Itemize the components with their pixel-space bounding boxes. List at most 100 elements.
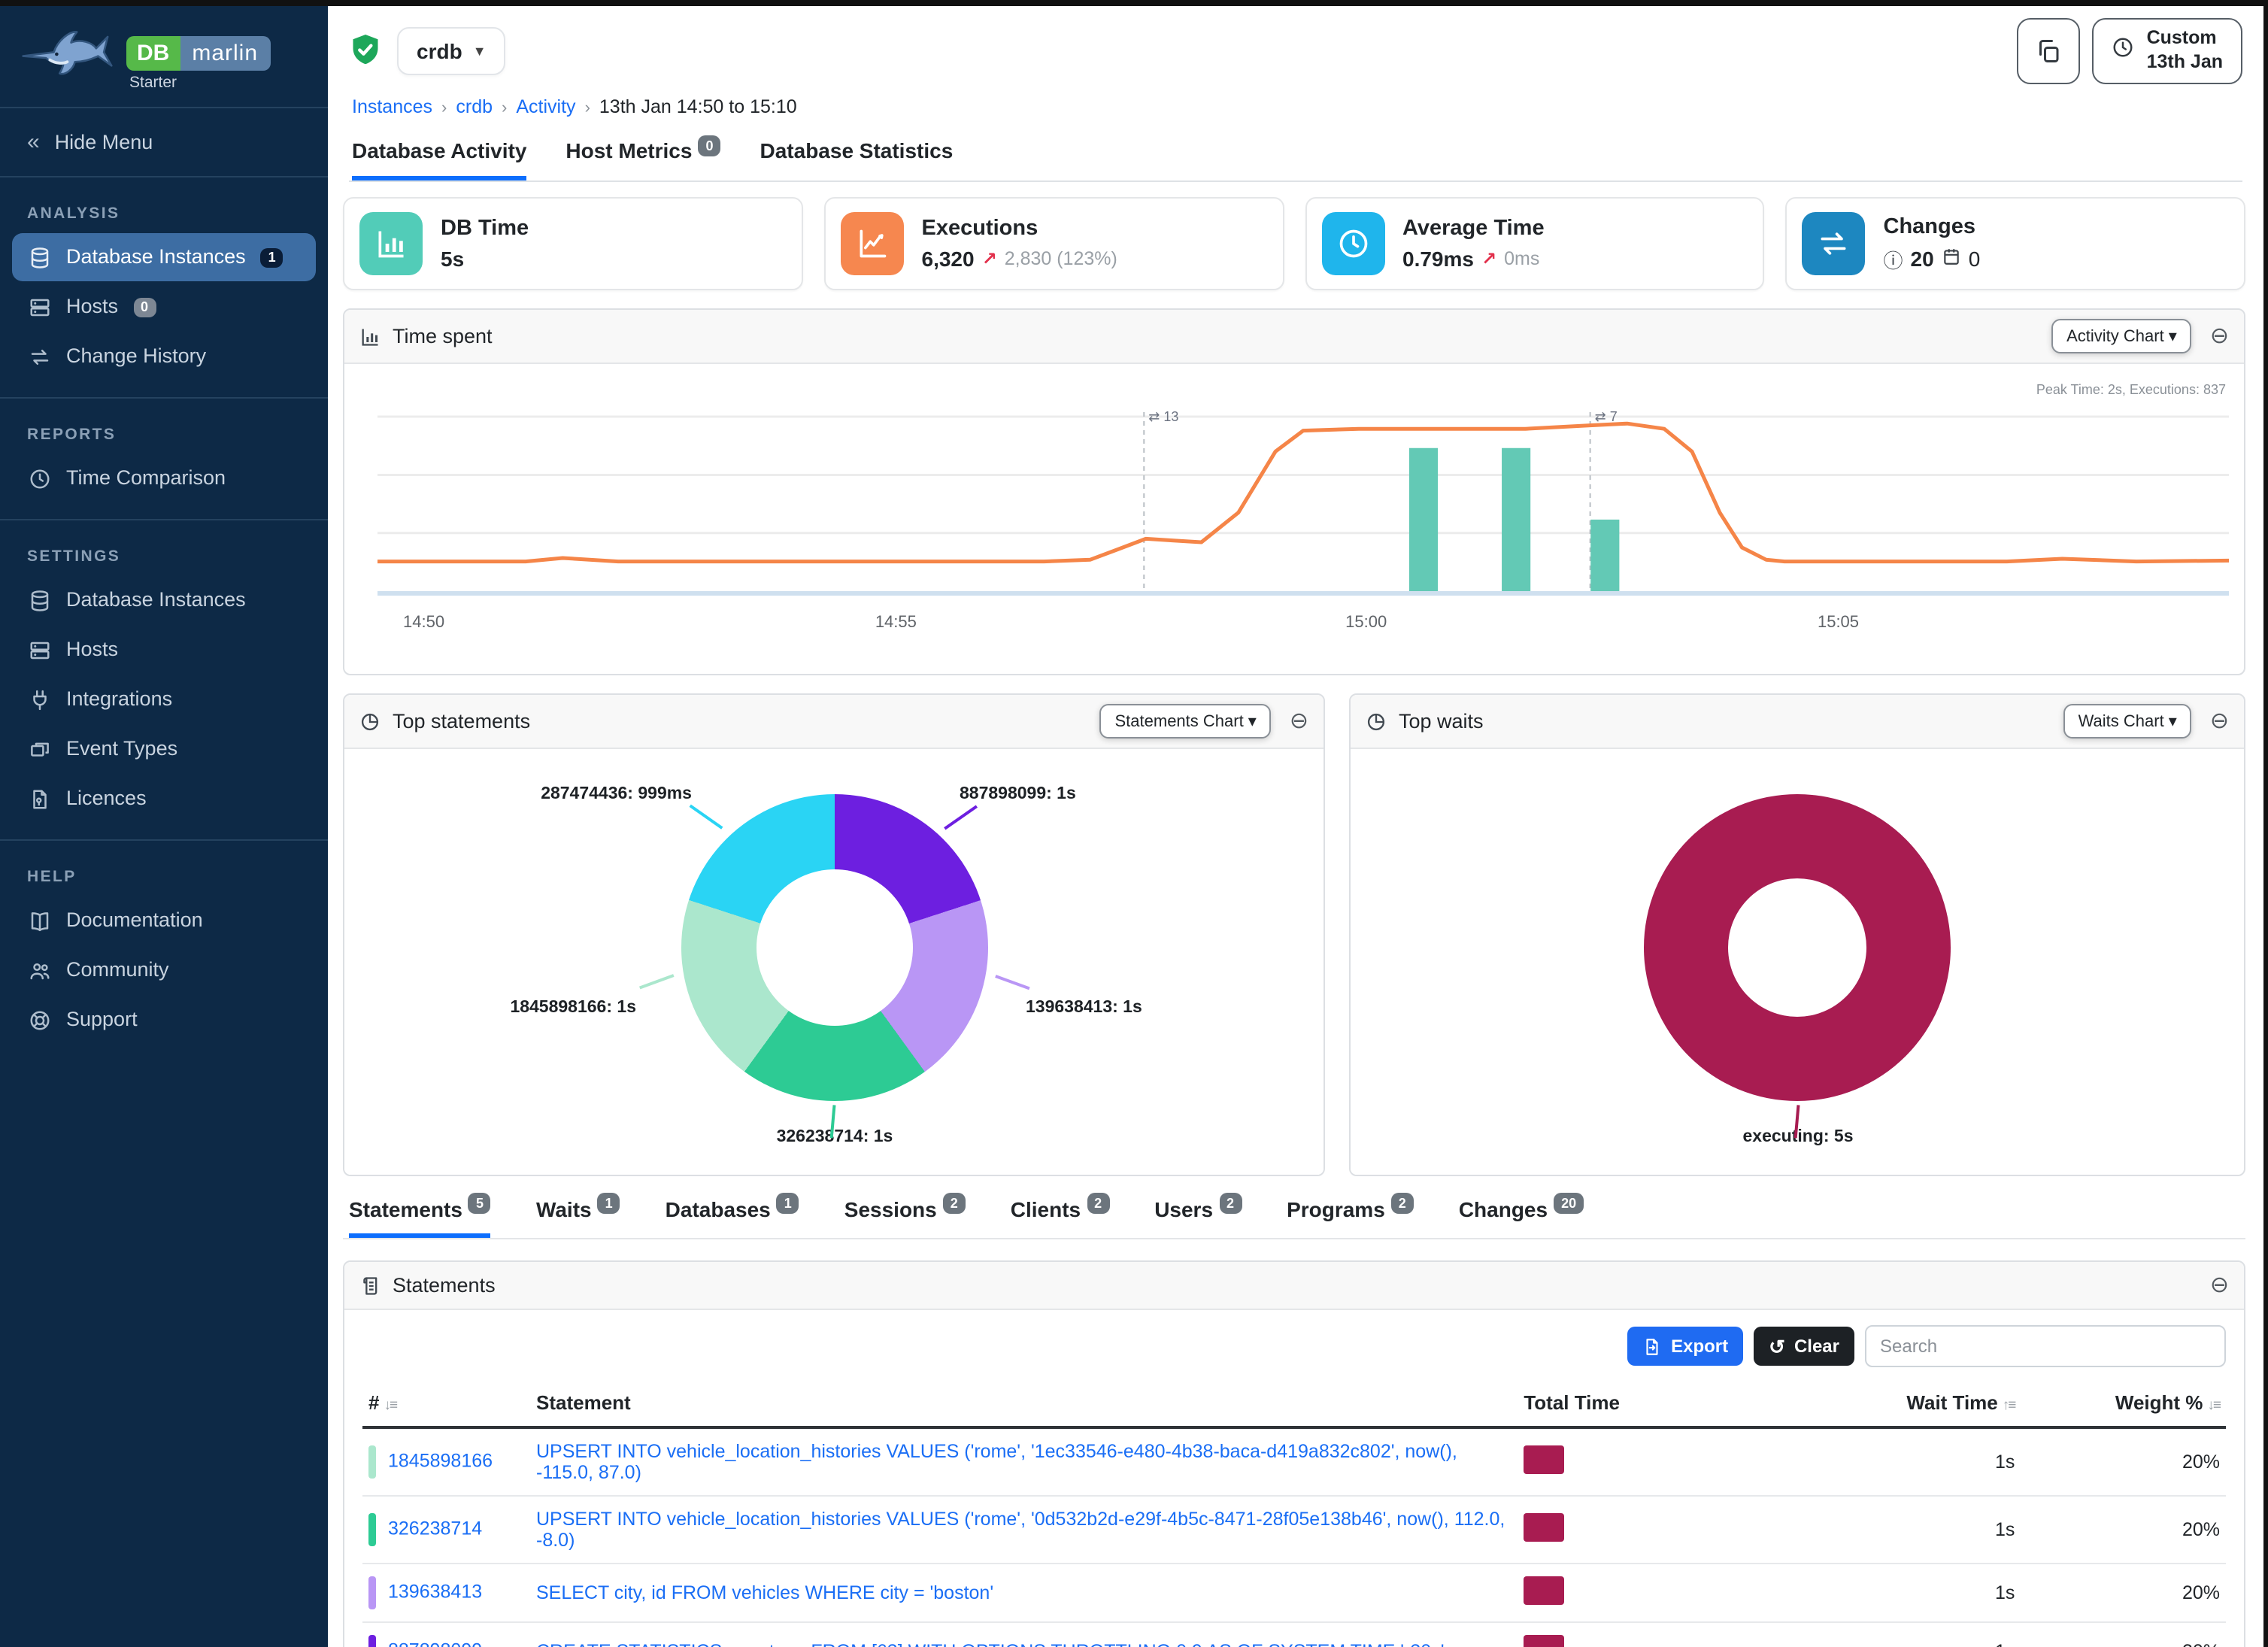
sidebar-item-database-instances[interactable]: Database Instances 1 bbox=[12, 233, 316, 281]
copy-icon bbox=[2039, 40, 2060, 62]
collapse-icon[interactable]: ⊖ bbox=[2209, 1272, 2229, 1298]
database-icon bbox=[27, 588, 51, 612]
swap-icon bbox=[1802, 212, 1866, 275]
instance-name: crdb bbox=[417, 39, 462, 63]
time-range-button[interactable]: Custom 13th Jan bbox=[2092, 18, 2242, 84]
sidebar-item-community[interactable]: Community bbox=[12, 946, 316, 994]
breadcrumb-crdb[interactable]: crdb bbox=[456, 96, 493, 117]
column-header-statement[interactable]: Statement bbox=[530, 1382, 1518, 1429]
metric-cards: DB Time 5s Executions 6,320 ↗ 2,830 (123%) Ave… bbox=[343, 197, 2245, 290]
statement-text-link[interactable]: UPSERT INTO vehicle_location_histories V… bbox=[536, 1509, 1505, 1551]
waits-chart-select[interactable]: Waits Chart ▾ bbox=[2063, 704, 2192, 739]
sidebar-item-licences[interactable]: Licences bbox=[12, 775, 316, 823]
sidebar-item-label: Database Instances bbox=[66, 244, 246, 268]
change-event-marker[interactable]: ⇄ 13 bbox=[1148, 409, 1179, 424]
database-icon bbox=[27, 245, 51, 269]
tab-host-metrics[interactable]: Host Metrics 0 bbox=[565, 135, 721, 180]
donut-top-statements[interactable] bbox=[681, 794, 987, 1101]
breadcrumb-instances[interactable]: Instances bbox=[352, 96, 433, 117]
sidebar-item-label: Time Comparison bbox=[66, 466, 226, 489]
detail-tabs: Statements 5 Waits 1 Databases 1 Sessions 2 Clie… bbox=[343, 1176, 2245, 1239]
card-value: 5s bbox=[441, 247, 529, 271]
support-icon bbox=[27, 1008, 51, 1032]
collapse-icon[interactable]: ⊖ bbox=[2209, 323, 2229, 349]
top-statements-chart[interactable]: 887898099: 1s 139638413: 1s 326238714: 1s 1… bbox=[344, 749, 1324, 1175]
card-main-value: 0.79ms bbox=[1402, 247, 1474, 271]
statement-text-link[interactable]: UPSERT INTO vehicle_location_histories V… bbox=[536, 1441, 1457, 1483]
sidebar-item-event-types[interactable]: Event Types bbox=[12, 725, 316, 773]
count-badge: 2 bbox=[1219, 1193, 1242, 1214]
top-waits-chart[interactable]: executing: 5s bbox=[1351, 749, 2244, 1175]
hide-menu-button[interactable]: « Hide Menu bbox=[12, 111, 316, 173]
collapse-icon[interactable]: ⊖ bbox=[1289, 708, 1308, 734]
wait-time-value: 1s bbox=[1778, 1427, 2021, 1497]
tab-database-statistics[interactable]: Database Statistics bbox=[760, 138, 954, 180]
time-chart-area[interactable]: Peak Time: 2s, Executions: 837 ⇄ 13 ⇄ 7 1… bbox=[344, 364, 2244, 674]
tab-changes[interactable]: Changes 20 bbox=[1458, 1193, 1584, 1238]
slice-label-287474436: 287474436: 999ms bbox=[541, 785, 692, 803]
sidebar-item-hosts[interactable]: Hosts 0 bbox=[12, 283, 316, 331]
top-statements-panel: Top statements Statements Chart ▾ ⊖ 8878… bbox=[343, 693, 1325, 1176]
sidebar-item-label: Support bbox=[66, 1007, 138, 1030]
column-header-[interactable]: # ↓≡ bbox=[362, 1382, 530, 1429]
statement-id-link[interactable]: 887898099 bbox=[388, 1640, 482, 1647]
column-header-total-time[interactable]: Total Time bbox=[1518, 1382, 1779, 1429]
time-spent-panel: Time spent Activity Chart ▾ ⊖ Peak Time:… bbox=[343, 308, 2245, 675]
sidebar-item-integrations[interactable]: Integrations bbox=[12, 675, 316, 723]
sidebar-item-label: Licences bbox=[66, 786, 147, 809]
tab-database-activity[interactable]: Database Activity bbox=[352, 138, 527, 180]
divider bbox=[0, 397, 328, 399]
x-tick-label: 14:55 bbox=[875, 614, 917, 632]
sidebar-item-documentation[interactable]: Documentation bbox=[12, 896, 316, 945]
tab-statements[interactable]: Statements 5 bbox=[349, 1193, 491, 1238]
change-event-marker[interactable]: ⇄ 7 bbox=[1594, 409, 1618, 424]
column-header-wait-time[interactable]: Wait Time ↑≡ bbox=[1778, 1382, 2021, 1429]
statements-chart-select[interactable]: Statements Chart ▾ bbox=[1099, 704, 1272, 739]
breadcrumb-separator: › bbox=[502, 99, 508, 117]
sidebar-item-support[interactable]: Support bbox=[12, 996, 316, 1044]
tab-programs[interactable]: Programs 2 bbox=[1287, 1193, 1414, 1238]
clear-button[interactable]: ↺ Clear bbox=[1754, 1327, 1854, 1366]
hide-menu-label: Hide Menu bbox=[54, 131, 153, 153]
x-tick-label: 14:50 bbox=[403, 614, 445, 632]
instance-selector[interactable]: crdb ▼ bbox=[397, 27, 506, 75]
collapse-icon[interactable]: ⊖ bbox=[2209, 708, 2229, 734]
tab-sessions[interactable]: Sessions 2 bbox=[844, 1193, 966, 1238]
total-time-bar bbox=[1524, 1576, 1565, 1605]
brand-logo: DB marlin bbox=[126, 36, 271, 71]
statement-text-link[interactable]: SELECT city, id FROM vehicles WHERE city… bbox=[536, 1582, 994, 1603]
export-button[interactable]: Export bbox=[1627, 1327, 1744, 1366]
tab-users[interactable]: Users 2 bbox=[1154, 1193, 1242, 1238]
statement-id-link[interactable]: 326238714 bbox=[388, 1518, 483, 1539]
sidebar-item-label: Change History bbox=[66, 344, 207, 367]
swap-icon: ⇄ bbox=[1148, 409, 1160, 424]
tab-label: Databases bbox=[665, 1197, 771, 1221]
statement-id-link[interactable]: 1845898166 bbox=[388, 1450, 493, 1472]
sidebar-item-time-comparison[interactable]: Time Comparison bbox=[12, 454, 316, 502]
tab-databases[interactable]: Databases 1 bbox=[665, 1193, 799, 1238]
sidebar-item-hosts[interactable]: Hosts bbox=[12, 626, 316, 674]
sidebar-item-database-instances[interactable]: Database Instances bbox=[12, 576, 316, 624]
search-input[interactable] bbox=[1865, 1325, 2226, 1367]
tab-waits[interactable]: Waits 1 bbox=[536, 1193, 620, 1238]
breadcrumb-activity[interactable]: Activity bbox=[516, 96, 576, 117]
divider bbox=[0, 176, 328, 177]
tab-label: Programs bbox=[1287, 1197, 1385, 1221]
statement-id-link[interactable]: 139638413 bbox=[388, 1581, 483, 1603]
column-header-weight[interactable]: Weight % ↓≡ bbox=[2021, 1382, 2226, 1429]
tab-clients[interactable]: Clients 2 bbox=[1011, 1193, 1110, 1238]
sort-desc-icon: ↓≡ bbox=[2207, 1397, 2221, 1414]
copy-button[interactable] bbox=[2017, 18, 2081, 84]
sidebar-item-change-history[interactable]: Change History bbox=[12, 332, 316, 381]
donut-top-waits[interactable] bbox=[1644, 794, 1951, 1101]
sidebar-sections: ANALYSIS Database Instances 1 Hosts 0 Change … bbox=[0, 177, 328, 1060]
pie-chart-icon bbox=[1366, 711, 1387, 732]
card-value: 0.79ms ↗ 0ms bbox=[1402, 247, 1545, 271]
statement-text-link[interactable]: CREATE STATISTICS __auto__ FROM [63] WIT… bbox=[536, 1641, 1445, 1647]
content: DB Time 5s Executions 6,320 ↗ 2,830 (123%) Ave… bbox=[328, 182, 2263, 1647]
tab-label: Changes bbox=[1458, 1197, 1548, 1221]
activity-chart-select[interactable]: Activity Chart ▾ bbox=[2051, 319, 2192, 353]
sort-asc-icon: ↑≡ bbox=[2002, 1397, 2017, 1414]
count-badge: 5 bbox=[468, 1193, 491, 1214]
marlin-fish-icon bbox=[22, 31, 113, 75]
